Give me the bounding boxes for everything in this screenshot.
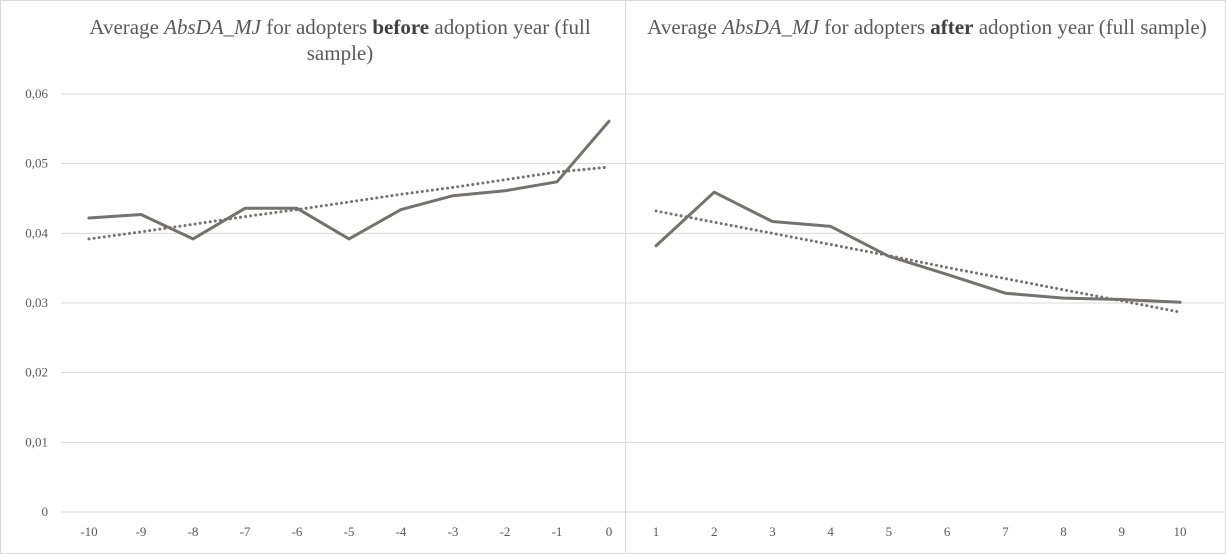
x-tick-label: -6 xyxy=(292,524,303,539)
y-tick-label: 0,05 xyxy=(25,156,48,171)
title-right-part-1: Average xyxy=(647,15,723,39)
y-tick-label: 0 xyxy=(42,504,49,519)
series-line-right xyxy=(654,190,1182,304)
x-tick-label: 2 xyxy=(711,524,718,539)
x-tick-label: 4 xyxy=(827,524,834,539)
title-right-part-5: adoption year (full sample) xyxy=(973,15,1207,39)
x-tick-label: 6 xyxy=(944,524,951,539)
chart-title-left: Average AbsDA_MJ for adopters before ado… xyxy=(60,14,620,66)
x-tick-label: -1 xyxy=(552,524,563,539)
title-left-part-3: for adopters xyxy=(260,15,373,39)
title-left-part-5: adoption year (full sample) xyxy=(306,15,591,65)
x-tick-label: 3 xyxy=(769,524,776,539)
trend-point-left xyxy=(348,201,350,203)
y-tick-label: 0,06 xyxy=(25,86,48,101)
y-tick-label: 0,03 xyxy=(25,295,48,310)
y-tick-label: 0,04 xyxy=(25,225,48,240)
trend-point-left xyxy=(608,166,610,168)
x-tick-label: 7 xyxy=(1002,524,1009,539)
title-right-part-3: for adopters xyxy=(818,15,931,39)
x-tick-label: -10 xyxy=(80,524,97,539)
x-tick-label: 9 xyxy=(1119,524,1126,539)
x-tick-label: -8 xyxy=(188,524,199,539)
x-tick-label: 10 xyxy=(1174,524,1187,539)
x-tick-label: 1 xyxy=(653,524,660,539)
x-tick-label: -4 xyxy=(396,524,407,539)
x-tick-label: 8 xyxy=(1060,524,1067,539)
title-left-part-4: before xyxy=(372,15,430,39)
panel-divider xyxy=(625,0,626,554)
x-tick-label: -7 xyxy=(240,524,251,539)
trendline-left xyxy=(87,165,611,241)
title-left-part-2: AbsDA_MJ xyxy=(164,15,261,39)
trend-point-right xyxy=(1179,311,1181,313)
trendline-right xyxy=(654,209,1182,314)
chart-title-right: Average AbsDA_MJ for adopters after adop… xyxy=(630,14,1224,40)
series-line-left xyxy=(87,119,611,241)
x-tick-label: -9 xyxy=(136,524,147,539)
title-right-part-4: after xyxy=(930,15,974,39)
y-tick-label: 0,02 xyxy=(25,365,48,380)
x-tick-label: -3 xyxy=(448,524,459,539)
x-tick-label: 5 xyxy=(886,524,893,539)
title-left-part-1: Average xyxy=(89,15,165,39)
title-right-part-2: AbsDA_MJ xyxy=(722,15,819,39)
x-tick-label: 0 xyxy=(606,524,613,539)
x-tick-label: -2 xyxy=(500,524,511,539)
x-tick-label: -5 xyxy=(344,524,355,539)
y-tick-label: 0,01 xyxy=(25,434,48,449)
